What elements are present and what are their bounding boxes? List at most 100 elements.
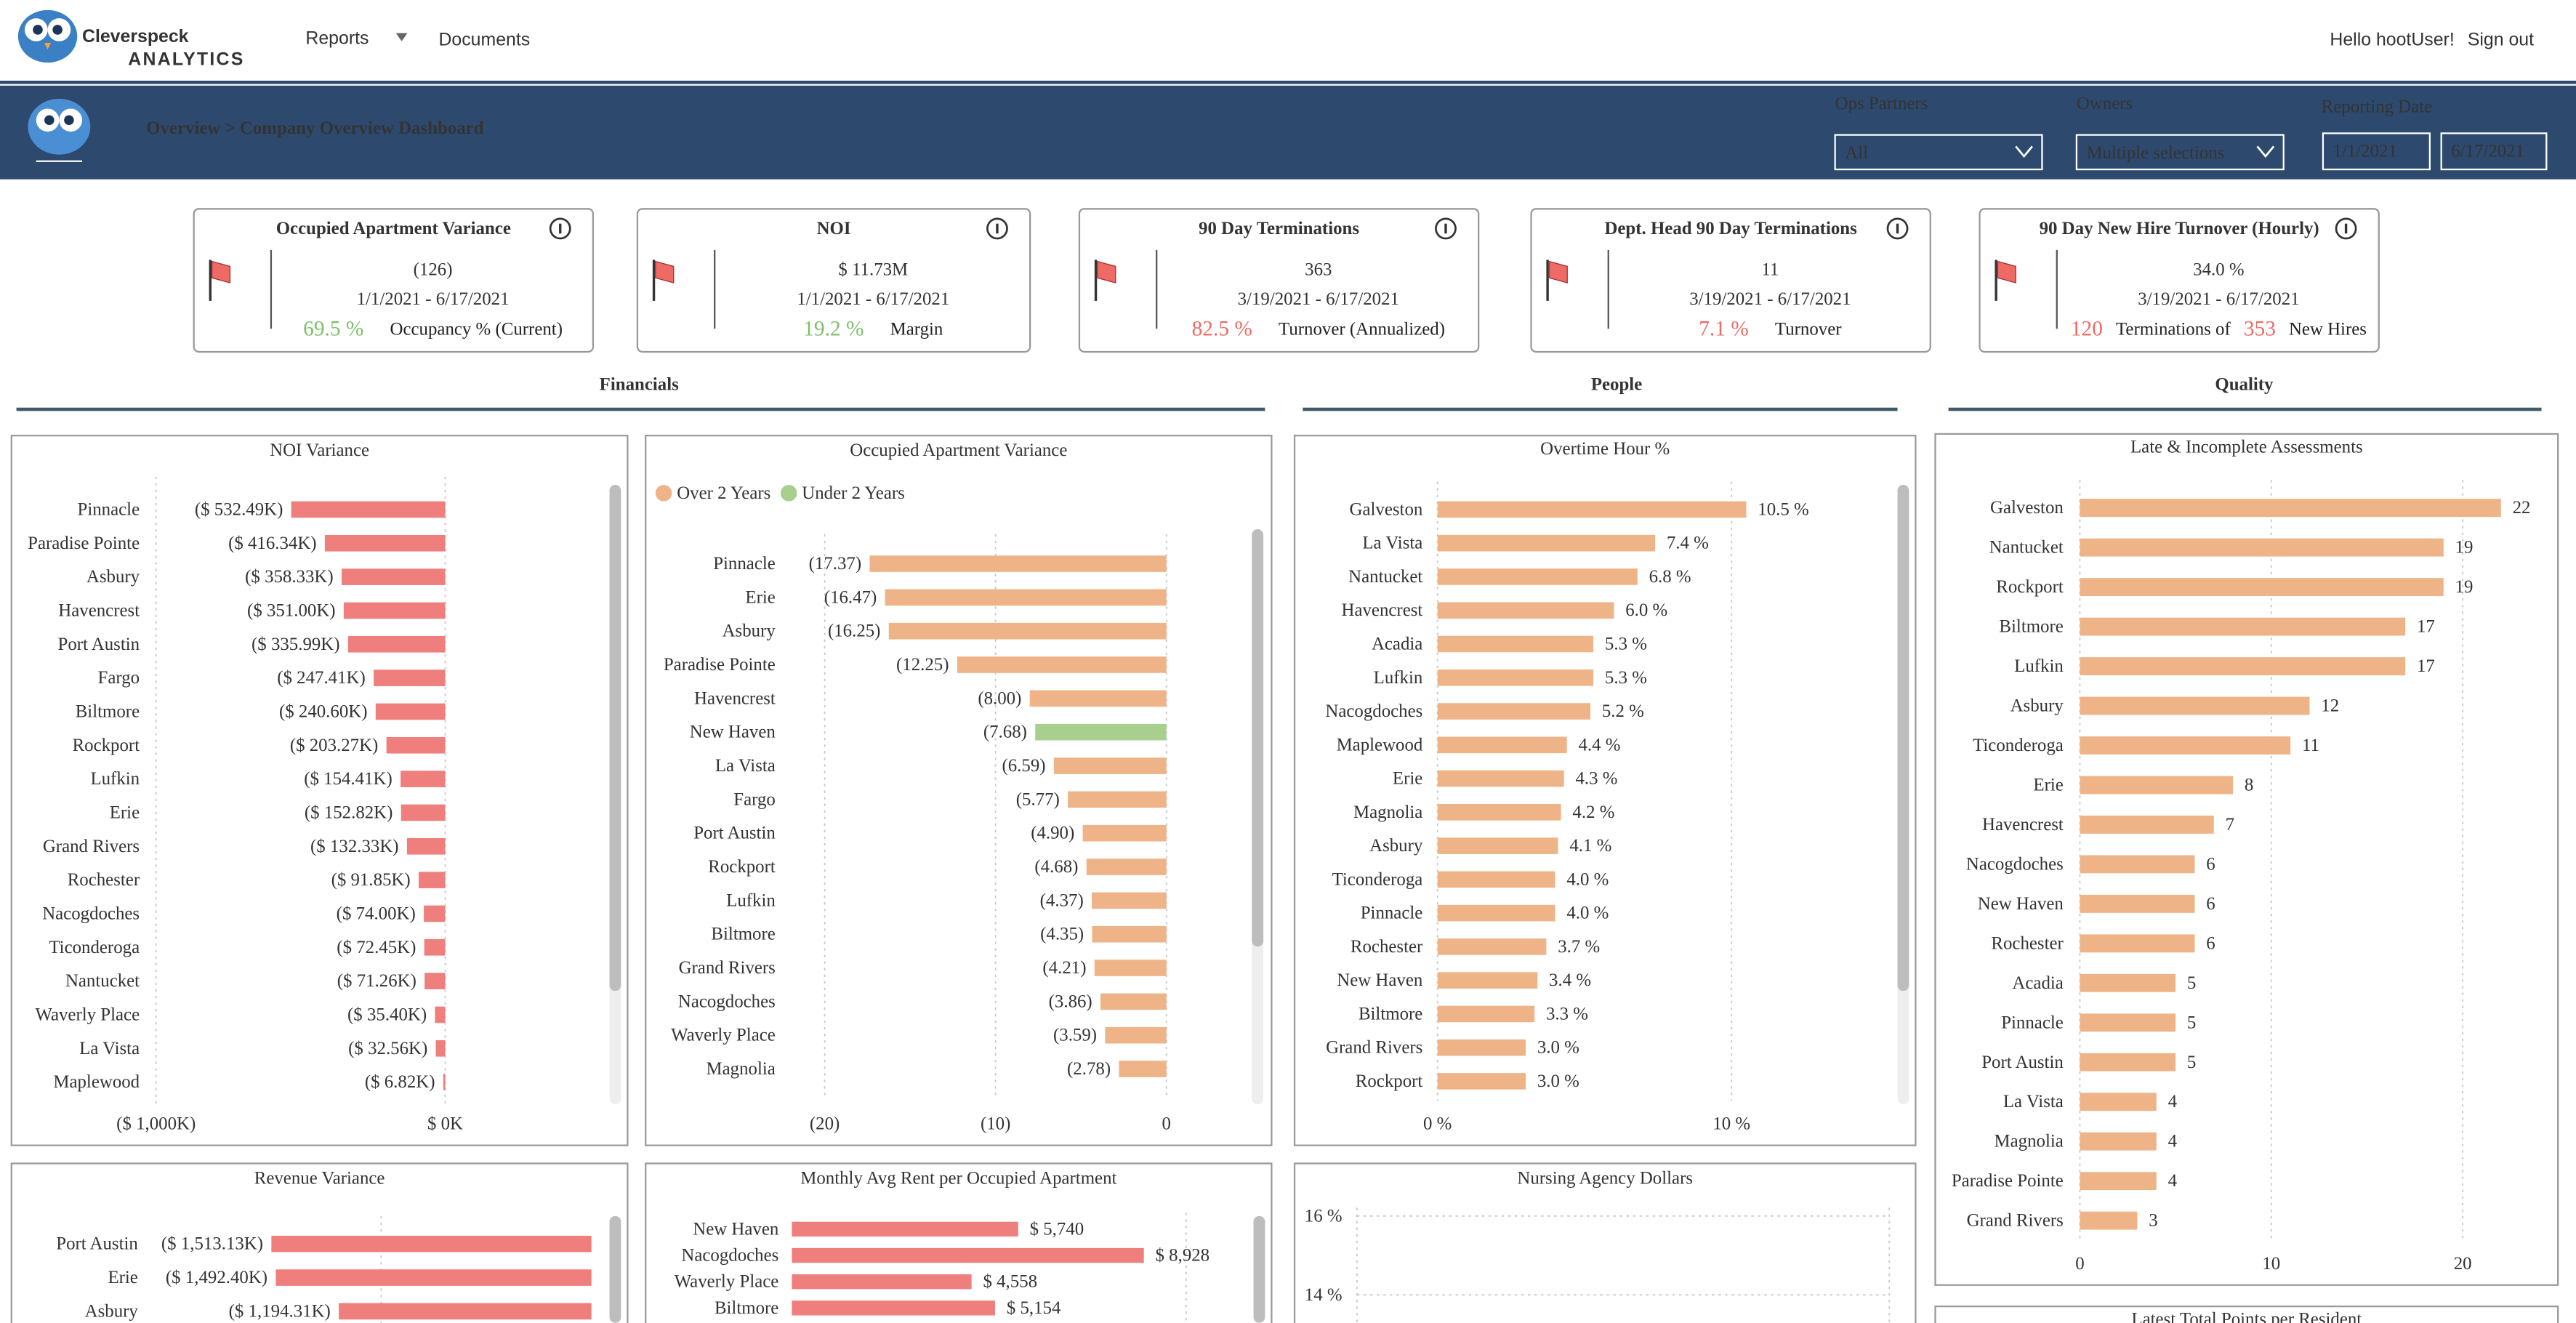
- value-label: 6.0 %: [1625, 600, 1667, 620]
- category-label: Ticonderoga: [1973, 736, 2064, 755]
- value-label: ($ 532.49K): [195, 499, 283, 519]
- date-value: 6/17/2021: [2451, 142, 2524, 161]
- date-input[interactable]: [2440, 132, 2548, 171]
- category-label: Waverly Place: [671, 1026, 776, 1045]
- kpi-date: 3/19/2021 - 6/17/2021: [2138, 289, 2299, 309]
- value-label: (4.90): [1031, 824, 1074, 843]
- value-label: 6: [2206, 854, 2215, 874]
- value-label: ($ 132.33K): [310, 837, 399, 856]
- panel: [1934, 433, 2559, 1286]
- panel: [1293, 1162, 1917, 1323]
- bar: [435, 1006, 446, 1024]
- dropdown[interactable]: [2075, 134, 2285, 171]
- value-label: (2.78): [1067, 1059, 1111, 1079]
- value-label: 6.8 %: [1649, 567, 1691, 587]
- scroll-thumb[interactable]: [1252, 529, 1264, 947]
- x-tick-label: 0 %: [1423, 1114, 1452, 1134]
- bar: [2080, 578, 2444, 597]
- category-label: Pinnacle: [1361, 904, 1423, 923]
- bar: [2080, 1211, 2138, 1230]
- info-icon[interactable]: [549, 217, 571, 240]
- kpi-title: Occupied Apartment Variance: [276, 219, 511, 238]
- bar: [1437, 904, 1555, 922]
- bar: [1437, 736, 1567, 754]
- logo: [17, 9, 78, 63]
- value-label: 3.0 %: [1537, 1038, 1579, 1058]
- bar: [792, 1221, 1018, 1237]
- bar: [1437, 804, 1561, 821]
- category-label: Paradise Pointe: [664, 655, 776, 675]
- panel-title: Revenue Variance: [254, 1168, 385, 1188]
- category-label: Grand Rivers: [1967, 1211, 2064, 1231]
- kpi-detail: 19.2 % Margin: [803, 317, 943, 340]
- scroll-thumb[interactable]: [609, 485, 621, 992]
- bar: [341, 568, 446, 585]
- category-label: Port Austin: [1981, 1053, 2064, 1072]
- category-label: Port Austin: [58, 635, 140, 654]
- info-icon[interactable]: [2335, 217, 2357, 240]
- bar: [1029, 690, 1167, 707]
- bar: [424, 905, 446, 922]
- category-label: Pinnacle: [78, 499, 140, 519]
- info-icon[interactable]: [986, 217, 1008, 240]
- kpi-value: 11: [1761, 260, 1779, 279]
- bar: [275, 1269, 592, 1286]
- category-label: Rockport: [1996, 577, 2064, 597]
- bar: [374, 669, 446, 686]
- category-label: La Vista: [715, 756, 776, 776]
- bar: [1053, 757, 1167, 774]
- kpi-title: NOI: [817, 219, 851, 238]
- value-label: 19: [2455, 538, 2474, 558]
- bar: [1082, 824, 1167, 842]
- kpi-date: 1/1/2021 - 6/17/2021: [357, 289, 510, 309]
- bar: [418, 872, 446, 888]
- value-label: ($ 1,513.13K): [161, 1234, 263, 1254]
- kpi-detail-part: New Hires: [2289, 319, 2367, 339]
- kpi-card: [1530, 208, 1931, 353]
- bar: [424, 938, 446, 956]
- category-label: Galveston: [1350, 499, 1423, 519]
- nav-link[interactable]: Reports: [305, 28, 369, 48]
- dropdown[interactable]: [1834, 134, 2043, 171]
- scroll-thumb[interactable]: [1897, 485, 1909, 992]
- value-label: (17.37): [809, 554, 861, 574]
- kpi-detail-part: Terminations of: [2116, 319, 2231, 339]
- x-tick-label: 10 %: [1712, 1114, 1750, 1134]
- kpi-card: [1078, 208, 1480, 353]
- value-label: ($ 358.33K): [245, 567, 334, 587]
- kpi-detail-part: Occupancy % (Current): [390, 319, 563, 339]
- panel-title: Late & Incomplete Assessments: [2130, 438, 2363, 457]
- info-icon[interactable]: [1886, 217, 1909, 240]
- scroll-thumb[interactable]: [609, 1215, 621, 1323]
- bar: [443, 1074, 446, 1090]
- bar: [792, 1247, 1144, 1263]
- x-tick-label: 10: [2262, 1254, 2280, 1274]
- scroll-thumb[interactable]: [1253, 1215, 1265, 1323]
- category-label: New Haven: [693, 1219, 779, 1239]
- value-label: 11: [2302, 736, 2319, 755]
- bar: [2080, 816, 2214, 834]
- date-input[interactable]: [2322, 132, 2431, 171]
- category-label: Nacogdoches: [42, 904, 140, 923]
- category-label: Nantucket: [65, 971, 140, 991]
- category-label: Grand Rivers: [679, 958, 776, 978]
- panel: [645, 1162, 1273, 1323]
- kpi-detail: 82.5 % Turnover (Annualized): [1192, 317, 1445, 340]
- value-label: 4.1 %: [1569, 836, 1611, 856]
- panel-title: Latest Total Points per Resident: [2131, 1310, 2362, 1323]
- legend-label: Over 2 Years: [677, 483, 770, 503]
- category-label: Nacogdoches: [1966, 854, 2064, 874]
- category-label: Rochester: [1351, 937, 1423, 957]
- bar: [2080, 1172, 2157, 1191]
- bar: [2080, 1093, 2157, 1111]
- value-label: $ 8,928: [1156, 1246, 1210, 1266]
- sign-out[interactable]: Sign out: [2468, 30, 2534, 50]
- info-icon[interactable]: [1435, 217, 1457, 240]
- value-label: 7: [2226, 815, 2234, 835]
- nav-link[interactable]: Documents: [438, 30, 530, 50]
- value-label: 22: [2513, 498, 2531, 518]
- filter-label: Ops Partners: [1835, 94, 1928, 113]
- category-label: Erie: [1393, 769, 1422, 789]
- value-label: 19: [2455, 577, 2474, 597]
